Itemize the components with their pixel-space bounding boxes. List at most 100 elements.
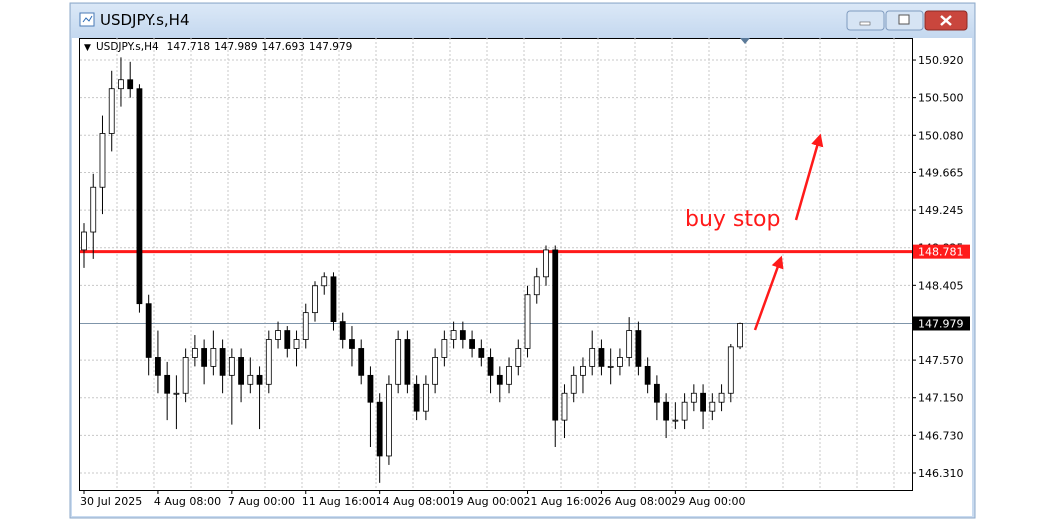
header-value: 147.693: [262, 41, 305, 53]
candle-body: [496, 374, 503, 385]
candle-body: [228, 357, 235, 376]
maximize-glyph: [898, 14, 910, 25]
x-tick-label: 14 Aug 08:00: [376, 495, 450, 508]
y-tick-label: 150.080: [918, 129, 964, 142]
candle-body: [265, 339, 272, 385]
candle-body: [709, 401, 716, 412]
candle-body: [201, 348, 208, 367]
price-label-box: [913, 244, 970, 259]
header-value: 147.979: [309, 41, 352, 53]
candle-body: [81, 231, 87, 251]
candle-body: [598, 348, 605, 367]
candle-body: [487, 357, 494, 376]
candle-body: [284, 330, 291, 349]
x-tick-label: 21 Aug 16:00: [524, 495, 598, 508]
title-bar: [71, 4, 974, 38]
grid: [80, 38, 912, 490]
window-icon-glyph: [82, 15, 93, 23]
header-arrow: ▼: [84, 43, 91, 53]
candle-body: [164, 374, 171, 394]
candle-body: [293, 339, 300, 349]
price-label: 148.781: [918, 246, 964, 259]
candle-body: [635, 330, 642, 367]
candle-body: [275, 330, 281, 340]
header-value: 147.718: [167, 41, 210, 53]
candle-body: [118, 79, 124, 90]
candle-body: [247, 374, 254, 385]
candle-body: [450, 330, 457, 340]
candle-body: [506, 365, 512, 385]
candle-body: [90, 186, 97, 233]
candle-body: [561, 392, 568, 421]
window-title: USDJPY.s,H4: [100, 11, 190, 29]
candle-body: [469, 339, 475, 349]
candle-body: [580, 365, 586, 376]
candle-body: [515, 348, 522, 367]
candle-body: [173, 392, 180, 395]
candle-body: [191, 348, 198, 358]
candle-body: [145, 303, 152, 358]
candle-body: [238, 357, 244, 385]
candle-body: [533, 276, 540, 296]
candle-body: [690, 392, 697, 403]
y-tick-label: 147.150: [918, 392, 964, 405]
x-tick-label: 19 Aug 00:00: [450, 495, 524, 508]
axes: 150.920150.500150.080149.665149.245148.8…: [80, 54, 970, 508]
y-tick-label: 146.730: [918, 429, 964, 442]
candle-body: [459, 330, 466, 340]
candle-body: [256, 374, 263, 385]
candle-body: [155, 357, 161, 376]
y-tick-label: 148.405: [918, 279, 964, 292]
x-tick-label: 7 Aug 00:00: [228, 495, 295, 508]
candle-body: [413, 383, 420, 412]
candle-body: [626, 330, 633, 358]
candle-body: [478, 348, 485, 358]
candle-body: [644, 365, 651, 385]
candle-body: [607, 365, 614, 368]
candle-body: [404, 339, 411, 385]
candle-body: [718, 392, 725, 403]
candle-body: [312, 285, 318, 314]
candle-body: [127, 79, 134, 90]
close-glyph: [940, 15, 952, 26]
candle-body: [552, 249, 559, 421]
candle-body: [672, 419, 679, 422]
candle-body: [358, 348, 365, 376]
candle-body: [108, 88, 115, 134]
y-tick-label: 146.310: [918, 467, 964, 480]
candle-body: [653, 383, 660, 403]
candle-body: [136, 88, 143, 305]
price-label-box: [913, 316, 970, 331]
arrow: [753, 255, 784, 331]
candle-body: [182, 357, 189, 394]
candles: [81, 57, 743, 483]
header-value: 147.989: [214, 41, 257, 53]
candle-body: [99, 133, 106, 188]
candle-body: [367, 374, 374, 403]
candle-body: [330, 276, 337, 322]
candle-body: [321, 276, 328, 287]
minimize-button[interactable]: [846, 10, 885, 31]
plot-area: [79, 38, 913, 491]
y-tick-label: 147.570: [918, 354, 964, 367]
candle-body: [441, 339, 448, 358]
candle-body: [524, 294, 531, 349]
x-tick-label: 26 Aug 08:00: [597, 495, 671, 508]
y-tick-label: 150.500: [918, 92, 964, 105]
candle-body: [302, 312, 309, 340]
candle-body: [395, 339, 402, 385]
candle-body: [570, 374, 577, 394]
candle-body: [663, 401, 670, 421]
candle-body: [737, 323, 743, 348]
candle-body: [339, 321, 346, 340]
annotation: buy stop: [685, 207, 780, 232]
candle-body: [727, 346, 734, 394]
candle-body: [432, 357, 439, 385]
candle-body: [617, 357, 623, 367]
candle-body: [386, 383, 392, 457]
candle-body: [219, 348, 226, 376]
y-tick-label: 149.245: [918, 204, 964, 217]
shift-marker: [740, 38, 750, 44]
y-tick-label: 150.920: [918, 54, 964, 67]
